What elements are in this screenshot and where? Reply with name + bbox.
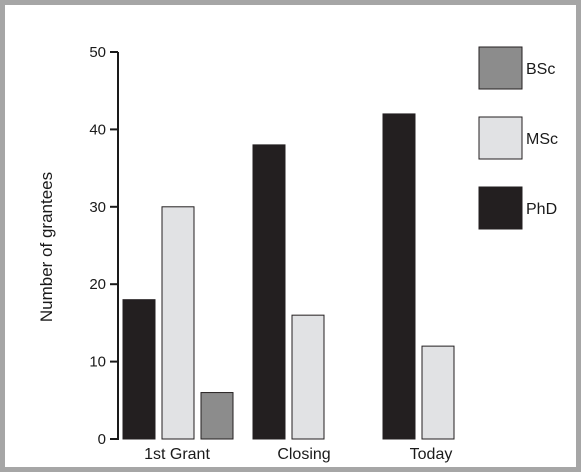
bar-bsc-1st-grant	[200, 392, 234, 440]
bar-phd-1st-grant	[122, 299, 156, 440]
bar-msc-closing	[291, 314, 325, 440]
legend-swatch-bsc	[478, 46, 523, 90]
y-tick-label-20: 20	[89, 276, 106, 293]
bar-msc-today	[421, 345, 455, 440]
x-tick-label-closing: Closing	[277, 446, 330, 463]
bar-msc-1st-grant	[161, 206, 195, 440]
legend-swatch-phd	[478, 186, 523, 230]
x-tick-label-today: Today	[410, 446, 453, 463]
bar-phd-today	[382, 113, 416, 440]
bar-phd-closing	[252, 144, 286, 440]
legend-label-phd: PhD	[526, 201, 557, 218]
y-tick-label-30: 30	[89, 199, 106, 216]
x-tick-label-1st-grant: 1st Grant	[144, 446, 210, 463]
y-tick-label-40: 40	[89, 121, 106, 138]
legend-label-msc: MSc	[526, 131, 558, 148]
legend-label-bsc: BSc	[526, 61, 555, 78]
y-axis-label: Number of grantees	[37, 172, 56, 322]
legend-swatch-msc	[478, 116, 523, 160]
y-tick-label-10: 10	[89, 354, 106, 371]
y-tick-label-50: 50	[89, 44, 106, 61]
y-tick-label-0: 0	[98, 431, 106, 448]
